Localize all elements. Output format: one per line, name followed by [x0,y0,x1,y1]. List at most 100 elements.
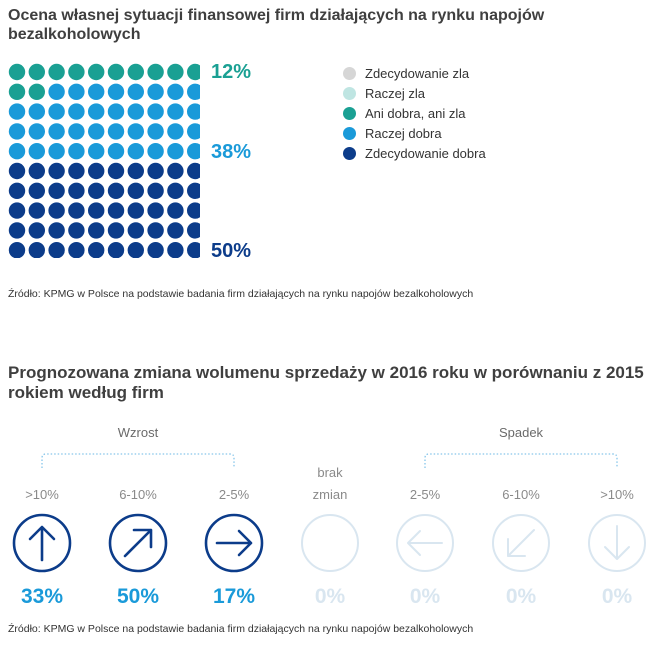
category-label: >10% [25,487,59,502]
waffle-dot [88,242,105,258]
legend-label: Raczej zla [365,85,425,101]
waffle-dot [8,63,26,81]
waffle-dot [88,202,105,219]
waffle-dot [167,202,184,219]
waffle-dot [8,123,26,140]
waffle-dot [88,103,105,120]
waffle-dot [68,162,85,180]
legend-item: Zdecydowanie dobra [343,143,486,163]
value-label: 17% [212,585,256,608]
waffle-dot [48,63,65,81]
waffle-dot [68,182,85,199]
waffle-dot [167,63,184,81]
waffle-dot [167,83,184,100]
waffle-dot [88,83,105,100]
waffle-dot [127,242,144,258]
waffle-dot [68,143,85,160]
arrow-left-icon [396,514,454,572]
waffle-dot [28,103,45,120]
value-label: 0% [505,585,537,608]
waffle-dot [187,242,200,258]
waffle-dot [127,222,144,239]
waffle-dot [127,103,144,120]
waffle-dot [167,103,184,120]
waffle-dot [187,143,200,160]
waffle-dot [8,222,26,239]
waffle-dot [68,83,85,100]
legend-dot [343,106,356,120]
label-raczej-dobra: 38% [211,141,252,163]
waffle-dot [68,242,85,258]
arrow-right-icon [204,513,264,573]
chart1-source: Źródło: KPMG w Polsce na podstawie badan… [8,288,474,300]
chart2-source: Źródło: KPMG w Polsce na podstawie badan… [8,623,474,635]
waffle-dot [28,222,45,239]
waffle-dot [167,143,184,160]
waffle-dot [127,162,144,180]
waffle-dot [107,83,125,100]
legend-dot [343,66,356,80]
waffle-dot [147,83,164,100]
waffle-dot [127,123,144,140]
group-label-growth: Wzrost [117,425,159,440]
value-label: 0% [314,585,346,608]
waffle-dot [107,103,125,120]
waffle-dot [48,83,65,100]
waffle-dot [107,222,125,239]
waffle-dot [167,242,184,258]
waffle-dot [187,222,200,239]
waffle-dot [8,83,26,100]
waffle-dot [88,222,105,239]
waffle-dot [8,103,26,120]
waffle-dot [147,242,164,258]
legend-label: Ani dobra, ani zla [365,105,466,121]
waffle-chart [8,63,200,258]
waffle-dot [68,103,85,120]
waffle-dot [28,162,45,180]
waffle-dot [28,202,45,219]
waffle-dot [147,222,164,239]
waffle-dot [127,182,144,199]
waffle-dot [167,123,184,140]
waffle-dot [127,143,144,160]
label-ani-dobra-ani-zla: 12% [211,61,252,83]
waffle-dot [187,162,200,180]
arrow-down-left-icon [492,514,550,572]
waffle-dot [48,103,65,120]
waffle-dot [107,242,125,258]
waffle-dot [28,123,45,140]
waffle-dot [28,242,45,258]
arrow-down-icon [588,514,646,572]
waffle-dot [187,123,200,140]
waffle-dot [88,182,105,199]
waffle-dot [48,123,65,140]
waffle-dot [48,242,65,258]
waffle-dot [28,63,45,81]
no-change-label-line1: brak [317,465,343,480]
waffle-dot [147,202,164,219]
waffle-dot [107,143,125,160]
waffle-dot [68,222,85,239]
waffle-dot [147,182,164,199]
waffle-dot [88,143,105,160]
waffle-dot [147,162,164,180]
category-label: >10% [600,487,634,502]
waffle-dot [107,182,125,199]
waffle-dot [147,143,164,160]
no-change-label-line2: zmian [312,487,348,502]
waffle-dot [8,182,26,199]
waffle-dot [88,123,105,140]
waffle-dot [8,162,26,180]
waffle-dot [167,162,184,180]
value-label: 50% [116,585,160,608]
waffle-dot [68,63,85,81]
waffle-dot [187,103,200,120]
waffle-dot [167,182,184,199]
waffle-dot [127,83,144,100]
waffle-dot [147,123,164,140]
waffle-dot [127,202,144,219]
waffle-dot [107,202,125,219]
waffle-dot [127,63,144,81]
legend-item: Raczej dobra [343,123,486,143]
legend-item: Zdecydowanie zla [343,63,486,83]
